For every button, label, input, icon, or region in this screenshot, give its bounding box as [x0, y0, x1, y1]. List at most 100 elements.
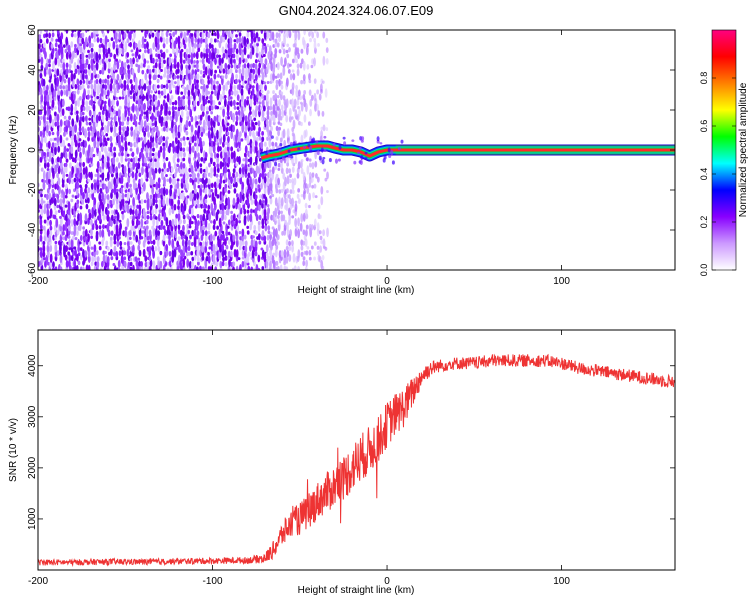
heatmap-cell	[201, 245, 205, 253]
heatmap-cell	[61, 58, 65, 63]
heatmap-cell	[104, 84, 108, 91]
heatmap-cell	[250, 208, 253, 214]
colorbar-tick-label: 0.8	[699, 72, 709, 85]
heatmap-cell	[43, 154, 47, 164]
heatmap-cell	[261, 93, 264, 99]
heatmap-cell	[173, 203, 177, 211]
heatmap-cell	[155, 227, 158, 238]
heatmap-cell	[219, 160, 223, 170]
heatmap-cell	[207, 178, 211, 185]
heatmap-cell	[57, 209, 61, 214]
heatmap-cell	[103, 183, 107, 190]
heatmap-cell	[304, 129, 308, 138]
heatmap-cell	[115, 166, 118, 174]
heatmap-cell	[73, 61, 77, 70]
heatmap-cell	[232, 234, 236, 242]
heatmap-cell	[311, 31, 315, 39]
heatmap-cell	[246, 83, 249, 91]
heatmap-cell	[154, 35, 158, 45]
heatmap-cell	[129, 162, 132, 169]
heatmap-cell	[260, 183, 263, 190]
heatmap-cell	[39, 234, 43, 242]
heatmap-cell	[230, 90, 234, 96]
heatmap-cell	[285, 255, 289, 264]
heatmap-cell	[256, 42, 259, 47]
heatmap-cell	[48, 63, 51, 68]
heatmap-cell	[140, 218, 144, 228]
heatmap-cell	[193, 59, 196, 64]
spectrogram-ylabel: Frequency (Hz)	[8, 116, 19, 185]
heatmap-cell	[101, 99, 104, 105]
heatmap-cell	[85, 54, 89, 58]
heatmap-cell	[205, 52, 209, 59]
heatmap-cell	[137, 162, 141, 170]
heatmap-cell	[207, 230, 211, 235]
heatmap-cell	[40, 167, 44, 172]
heatmap-cell	[332, 142, 336, 147]
heatmap-cell	[249, 176, 252, 186]
heatmap-cell	[162, 84, 166, 89]
heatmap-cell	[255, 82, 259, 92]
heatmap-cell	[302, 93, 306, 101]
heatmap-cell	[184, 166, 188, 176]
heatmap-cell	[48, 192, 52, 200]
heatmap-cell	[302, 60, 306, 71]
heatmap-cell	[56, 193, 60, 200]
heatmap-cell	[88, 68, 91, 76]
heatmap-cell	[197, 37, 200, 45]
heatmap-cell	[90, 182, 94, 190]
heatmap-cell	[300, 193, 304, 198]
heatmap-cell	[221, 141, 225, 148]
heatmap-cell	[248, 130, 252, 137]
heatmap-cell	[252, 267, 256, 270]
heatmap-cell	[187, 245, 191, 252]
heatmap-cell	[183, 183, 187, 191]
heatmap-cell	[313, 241, 317, 246]
heatmap-cell	[136, 146, 139, 155]
heatmap-cell	[200, 184, 203, 189]
heatmap-cell	[296, 193, 300, 200]
heatmap-cell	[74, 53, 78, 58]
heatmap-cell	[282, 48, 286, 55]
heatmap-cell	[249, 110, 252, 115]
heatmap-cell	[218, 238, 222, 247]
heatmap-cell	[193, 98, 197, 108]
heatmap-cell	[98, 78, 102, 85]
heatmap-cell	[126, 153, 130, 157]
heatmap-cell	[316, 150, 320, 156]
heatmap-cell	[145, 30, 149, 35]
heatmap-cell	[243, 45, 247, 56]
heatmap-cell	[268, 239, 272, 249]
heatmap-cell	[49, 219, 52, 227]
heatmap-cell	[71, 118, 75, 127]
heatmap-cell	[268, 256, 272, 261]
heatmap-cell	[222, 149, 225, 159]
heatmap-cell	[270, 135, 274, 139]
heatmap-cell	[102, 254, 106, 264]
heatmap-cell	[297, 89, 301, 97]
heatmap-cell	[106, 155, 110, 163]
heatmap-cell	[266, 30, 270, 40]
heatmap-cell	[159, 135, 163, 143]
heatmap-cell	[238, 68, 242, 74]
heatmap-cell	[230, 33, 234, 39]
heatmap-cell	[236, 106, 240, 111]
heatmap-cell	[249, 213, 253, 223]
heatmap-cell	[189, 173, 192, 178]
heatmap-cell	[257, 267, 261, 270]
heatmap-cell	[289, 73, 293, 81]
heatmap-cell	[46, 187, 50, 194]
heatmap-cell	[102, 224, 105, 230]
heatmap-cell	[258, 157, 262, 162]
heatmap-cell	[204, 245, 208, 253]
heatmap-cell	[137, 220, 141, 226]
heatmap-cell	[208, 162, 211, 168]
heatmap-cell	[314, 149, 318, 160]
heatmap-cell	[258, 135, 262, 141]
heatmap-cell	[128, 236, 132, 240]
heatmap-cell	[84, 128, 87, 139]
heatmap-cell	[169, 184, 173, 189]
heatmap-cell	[137, 157, 141, 162]
y-tick-label: 0	[27, 147, 38, 153]
